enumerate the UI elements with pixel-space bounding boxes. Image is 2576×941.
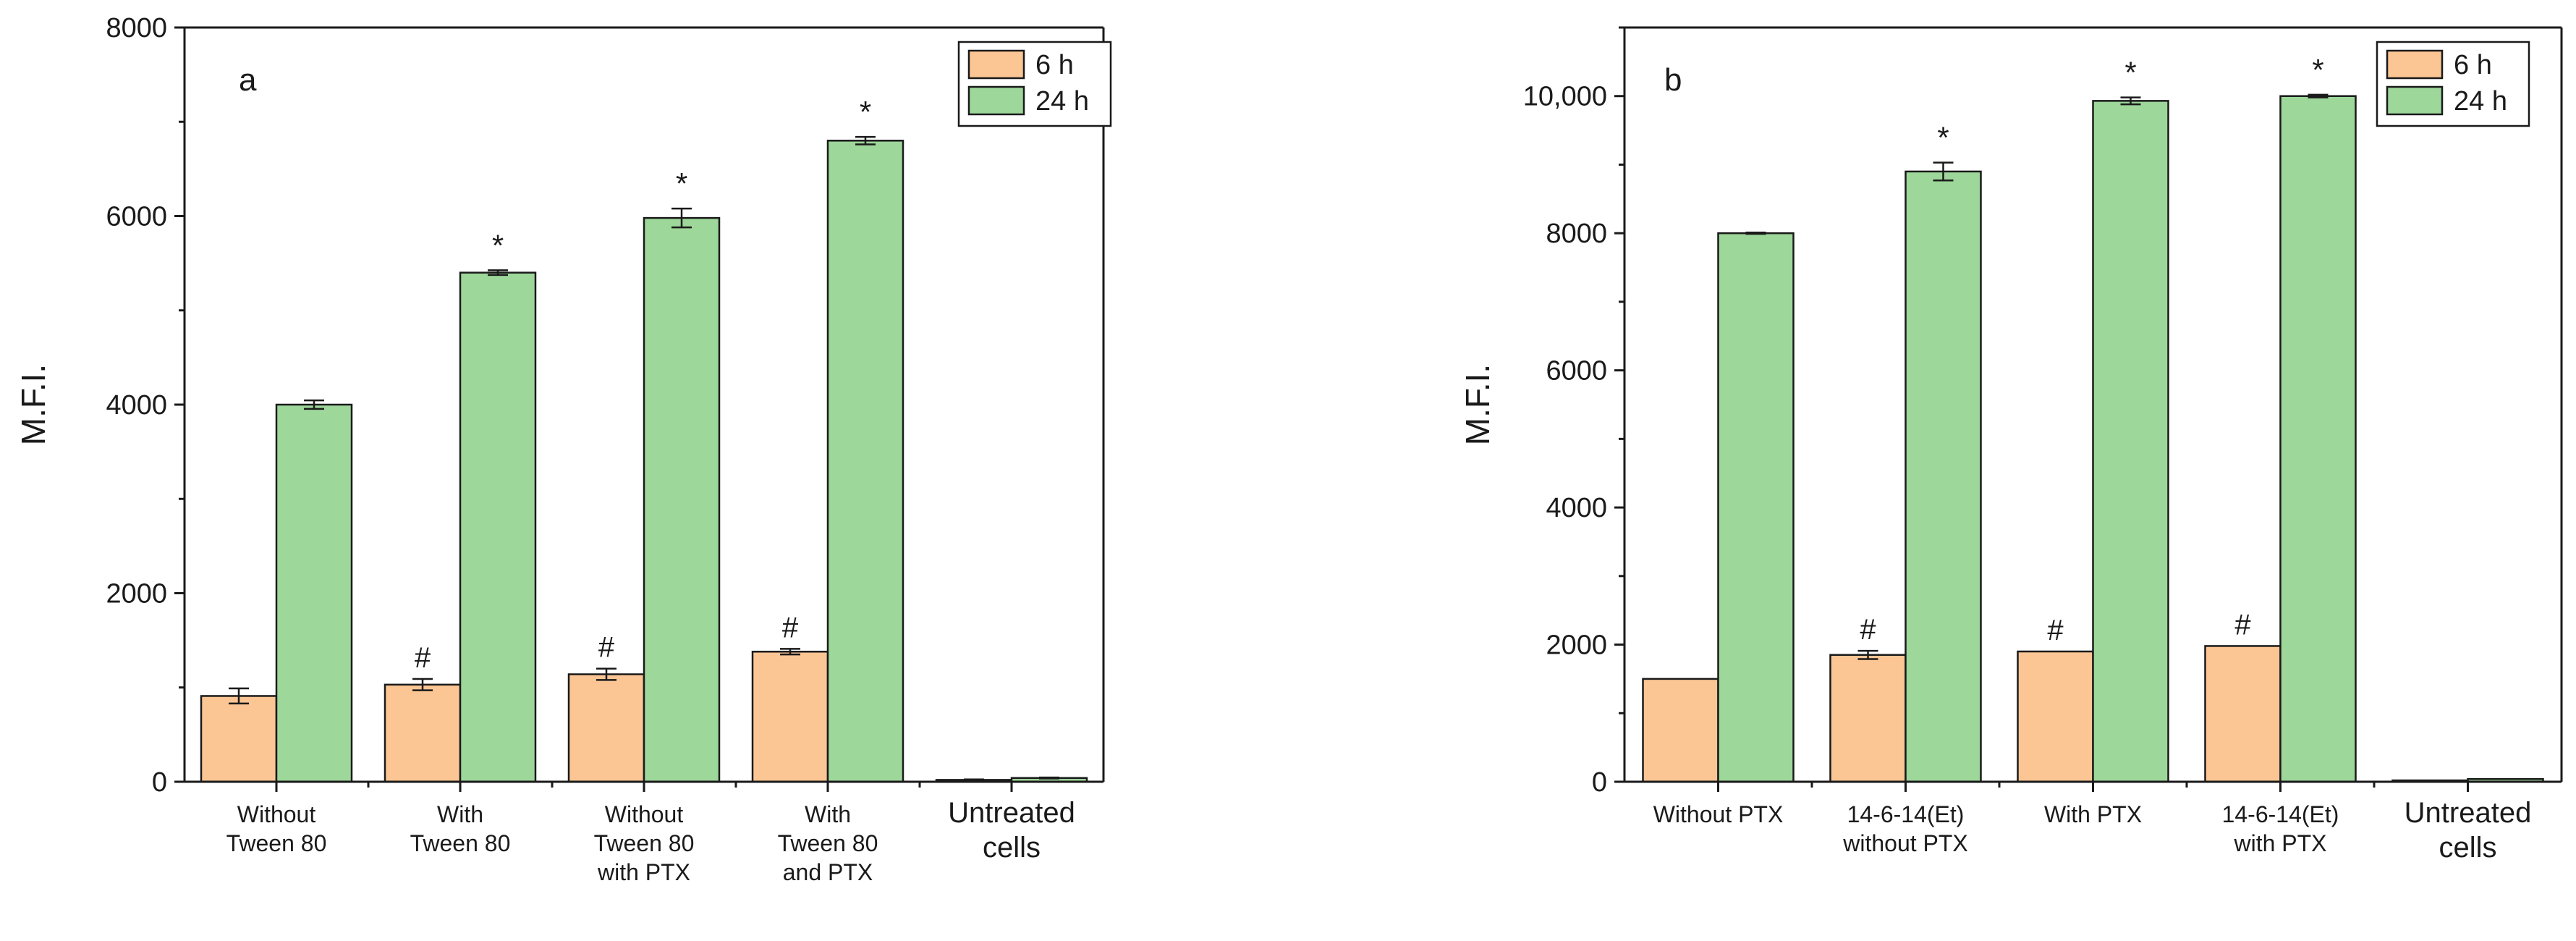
bar-24h-3: [826, 140, 904, 783]
significance-mark: *: [860, 95, 871, 129]
bar-24h-0: [1717, 232, 1795, 783]
significance-mark: #: [2234, 609, 2251, 641]
y-tick-label: 0: [152, 767, 167, 798]
x-tick-label: with PTX: [2233, 830, 2326, 856]
y-tick-label: 8000: [1546, 219, 1607, 249]
legend-swatch-6h: [967, 49, 1025, 80]
y-tick-label: 0: [1592, 767, 1607, 798]
x-tick-label: With: [437, 801, 483, 827]
bar-6h-1: [384, 683, 462, 783]
x-tick-label: 14-6-14(Et): [1847, 801, 1965, 827]
x-tick-label: Untreated: [2405, 797, 2532, 829]
y-tick-label: 2000: [1546, 630, 1607, 661]
panel-a: # # # * * * 0 2000 4000 6000 8000 Without Tween 80 Wi…: [14, 13, 1112, 885]
y-axis-title: M.F.I.: [1459, 364, 1496, 445]
x-tick-label: with PTX: [597, 859, 690, 885]
legend-swatch-24h: [2386, 85, 2444, 116]
bar-24h-1: [1905, 170, 1982, 783]
x-tick-label: Untreated: [948, 797, 1075, 829]
x-tick-label: without PTX: [1842, 830, 1968, 856]
y-tick-label: 4000: [106, 390, 167, 421]
x-tick-label: cells: [983, 832, 1041, 864]
legend-swatch-24h: [967, 85, 1025, 116]
significance-mark: #: [598, 632, 615, 664]
x-tick-label: Tween 80: [594, 830, 695, 856]
significance-mark: *: [2312, 53, 2323, 87]
bar-6h-2: [567, 673, 645, 783]
panel-label: b: [1664, 62, 1682, 98]
x-tick-label: Tween 80: [410, 830, 511, 856]
y-axis-title: M.F.I.: [14, 364, 52, 445]
panel-b: # # # * * * 0 2000 4000 6000 8000 10,000 Without PTX…: [1459, 26, 2563, 864]
y-tick-label: 2000: [106, 579, 167, 609]
bar-24h-3: [2279, 95, 2357, 783]
x-tick-label: 14-6-14(Et): [2222, 801, 2339, 827]
bar-6h-0: [200, 695, 278, 783]
y-tick-label: 8000: [106, 13, 167, 43]
legend-label: 6 h: [2454, 50, 2492, 80]
significance-mark: *: [492, 228, 504, 262]
significance-mark: #: [782, 612, 799, 643]
bar-24h-0: [275, 403, 353, 783]
bar-24h-2: [2092, 100, 2169, 783]
x-tick-label: Without PTX: [1653, 801, 1784, 827]
bar-24h-2: [643, 216, 721, 783]
significance-mark: #: [2047, 615, 2064, 646]
y-tick-label: 6000: [1546, 356, 1607, 387]
significance-mark: #: [415, 642, 431, 674]
bar-6h-2: [2017, 650, 2094, 783]
legend-label: 24 h: [2454, 86, 2507, 117]
significance-mark: *: [2124, 56, 2136, 90]
y-tick-label: 10,000: [1523, 82, 1607, 112]
x-tick-label: Tween 80: [226, 830, 327, 856]
bar-6h-1: [1829, 654, 1907, 783]
x-tick-label: and PTX: [783, 859, 873, 885]
y-tick-label: 6000: [106, 202, 167, 232]
legend-swatch-6h: [2386, 49, 2444, 80]
significance-mark: #: [1860, 614, 1876, 646]
panel-label: a: [239, 62, 257, 98]
x-tick-label: With PTX: [2044, 801, 2142, 827]
y-tick-label: 4000: [1546, 493, 1607, 523]
x-tick-label: cells: [2439, 832, 2496, 864]
legend-label: 6 h: [1035, 50, 1074, 80]
significance-mark: *: [1937, 121, 1949, 155]
x-tick-label: Tween 80: [778, 830, 878, 856]
bar-6h-0: [1642, 678, 1719, 783]
x-tick-label: With: [805, 801, 851, 827]
significance-mark: *: [676, 166, 687, 201]
bar-6h-3: [751, 651, 829, 783]
legend-label: 24 h: [1035, 86, 1089, 117]
x-tick-label: Without: [237, 801, 316, 827]
bar-6h-3: [2204, 645, 2281, 783]
bar-24h-1: [459, 271, 537, 783]
x-tick-label: Without: [605, 801, 684, 827]
